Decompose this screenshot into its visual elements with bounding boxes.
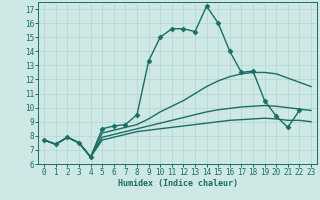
X-axis label: Humidex (Indice chaleur): Humidex (Indice chaleur) [118, 179, 238, 188]
